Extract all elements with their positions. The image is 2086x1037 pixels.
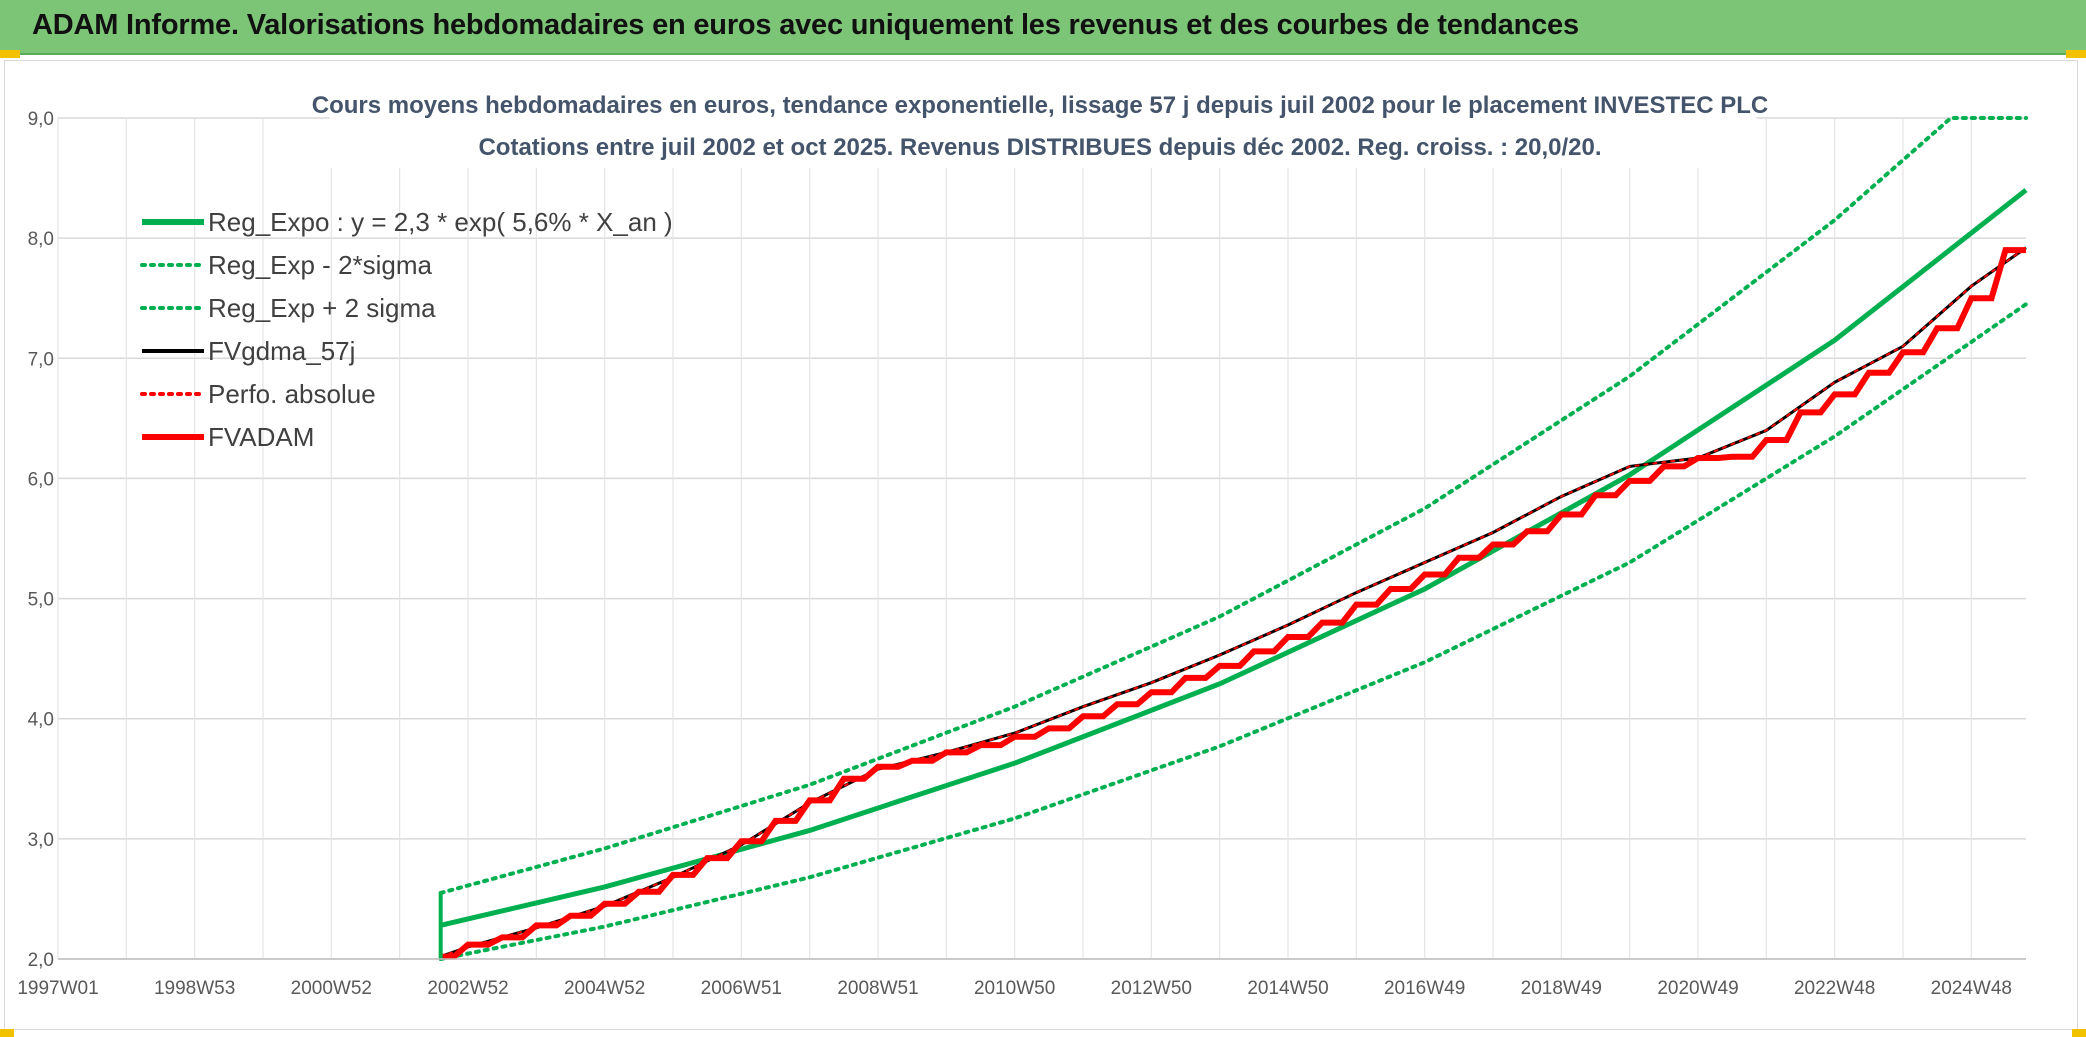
x-tick-label: 2020W49	[1657, 978, 1738, 999]
chart-subtitle: Cotations entre juil 2002 et oct 2025. R…	[478, 134, 1601, 161]
legend-label: FVgdma_57j	[208, 336, 355, 366]
x-tick-label: 1998W53	[154, 978, 235, 999]
series-layer	[438, 116, 2028, 961]
x-tick-label: 1997W01	[17, 978, 98, 999]
x-tick-label: 2024W48	[1931, 978, 2012, 999]
y-tick-label: 2,0	[28, 950, 54, 971]
x-tick-label: 2010W50	[974, 978, 1055, 999]
x-tick-label: 2016W49	[1384, 978, 1465, 999]
series-line-4	[439, 246, 2027, 958]
series-line-2	[438, 116, 2028, 895]
series-line-3	[440, 246, 2027, 959]
y-tick-label: 8,0	[28, 229, 54, 250]
y-tick-label: 7,0	[28, 349, 54, 370]
title-accent-right	[2066, 50, 2086, 58]
legend-label: Reg_Exp - 2*sigma	[208, 250, 433, 280]
grid-layer	[57, 117, 2026, 960]
x-tick-label: 2000W52	[291, 978, 372, 999]
bottom-accent-left	[0, 1029, 14, 1037]
y-tick-label: 9,0	[28, 109, 54, 130]
x-tick-label: 2002W52	[427, 978, 508, 999]
y-tick-label: 3,0	[28, 830, 54, 851]
title-background	[330, 84, 1756, 168]
x-tick-label: 2008W51	[837, 978, 918, 999]
x-tick-label: 2014W50	[1247, 978, 1328, 999]
series-line-0	[440, 188, 2028, 928]
title-bar: ADAM Informe. Valorisations hebdomadaire…	[0, 0, 2086, 58]
title-accent-left	[0, 50, 20, 58]
legend-label: FVADAM	[208, 422, 314, 452]
y-tick-label: 5,0	[28, 590, 54, 611]
x-tick-label: 2006W51	[701, 978, 782, 999]
legend-label: Reg_Exp + 2 sigma	[208, 293, 436, 323]
legend-label: Reg_Expo : y = 2,3 * exp( 5,6% * X_an )	[208, 207, 673, 237]
page-title: ADAM Informe. Valorisations hebdomadaire…	[32, 9, 1579, 41]
legend-label: Perfo. absolue	[208, 379, 376, 409]
y-tick-label: 4,0	[28, 710, 54, 731]
x-tick-label: 2018W49	[1521, 978, 1602, 999]
chart-frame	[4, 60, 2078, 1030]
series-line-1	[438, 302, 2028, 961]
x-tick-label: 2022W48	[1794, 978, 1875, 999]
chart-title: Cours moyens hebdomadaires en euros, ten…	[312, 92, 1768, 119]
legend: Reg_Expo : y = 2,3 * exp( 5,6% * X_an ) R…	[140, 207, 673, 452]
x-tick-label: 2004W52	[564, 978, 645, 999]
axis-layer: 2,0 3,0 4,0 5,0 6,0 7,0 8,0 9,0 1997W01 1998W53 20…	[17, 109, 2026, 999]
series-line-5	[440, 247, 2026, 960]
y-tick-label: 6,0	[28, 469, 54, 490]
bottom-accent-right	[2072, 1029, 2086, 1037]
x-tick-label: 2012W50	[1111, 978, 1192, 999]
